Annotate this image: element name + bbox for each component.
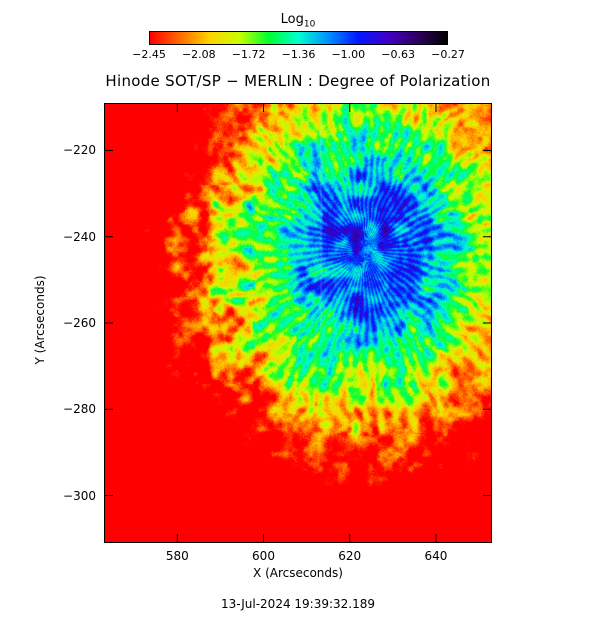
colorbar-tick-label: −1.36 bbox=[281, 48, 316, 61]
x-tick-label: 600 bbox=[252, 549, 275, 563]
y-tick-label: −220 bbox=[63, 143, 96, 158]
colorbar-tick-label: −2.08 bbox=[181, 48, 216, 61]
colorbar-tick-label: −1.72 bbox=[231, 48, 266, 61]
x-tick-label: 620 bbox=[338, 549, 362, 563]
observation-timestamp: 13-Jul-2024 19:39:32.189 bbox=[220, 597, 376, 611]
y-tick-label: −280 bbox=[63, 402, 96, 417]
y-tick-label: −260 bbox=[63, 316, 96, 330]
colorbar-tick-label: −0.27 bbox=[431, 48, 465, 61]
chart-title: Hinode SOT/SP − MERLIN : Degree of Polar… bbox=[105, 72, 491, 90]
x-tick-label: 640 bbox=[424, 549, 448, 563]
heatmap-plot-area bbox=[104, 103, 492, 543]
y-tick-label: −240 bbox=[63, 229, 96, 244]
colorbar bbox=[149, 31, 448, 45]
x-axis-title: X (Arcseconds) bbox=[253, 566, 343, 580]
polarization-heatmap bbox=[105, 104, 491, 542]
x-tick-label: 580 bbox=[165, 549, 189, 563]
colorbar-tick-label: −1.00 bbox=[331, 48, 366, 61]
colorbar-tick-label: −0.63 bbox=[381, 48, 416, 61]
colorbar-tick-label: −2.45 bbox=[132, 48, 166, 61]
y-axis-title: Y (Arcseconds) bbox=[33, 275, 47, 365]
y-tick-label: −300 bbox=[63, 488, 96, 503]
colorbar-title: Log10 bbox=[280, 12, 316, 30]
